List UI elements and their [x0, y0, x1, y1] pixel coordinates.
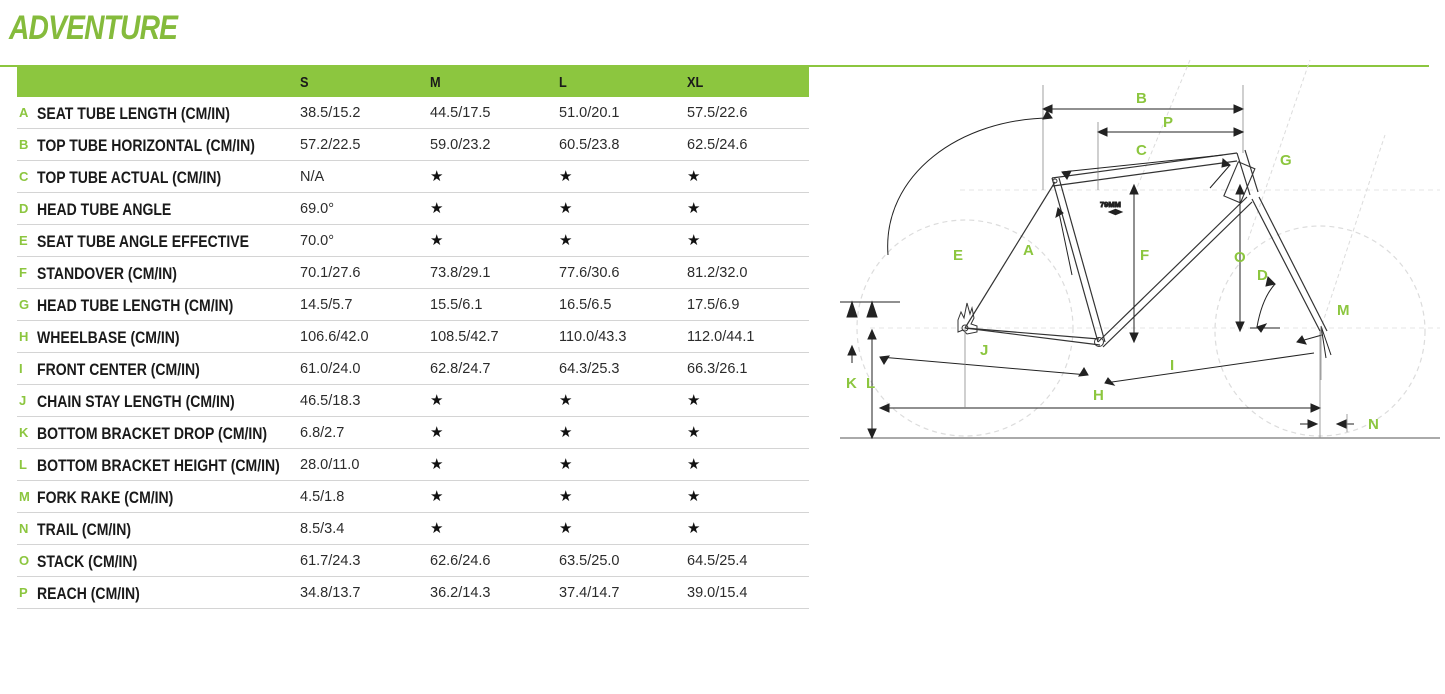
- svg-text:O: O: [1234, 249, 1246, 266]
- svg-text:B: B: [1136, 90, 1147, 107]
- svg-text:K: K: [846, 375, 857, 392]
- svg-text:L: L: [866, 375, 875, 392]
- svg-text:79MM: 79MM: [1100, 200, 1121, 209]
- svg-text:A: A: [1023, 242, 1034, 259]
- svg-text:J: J: [980, 342, 988, 359]
- svg-text:E: E: [953, 247, 963, 264]
- svg-text:N: N: [1368, 416, 1379, 433]
- svg-text:H: H: [1093, 387, 1104, 404]
- svg-text:M: M: [1337, 302, 1350, 319]
- svg-text:P: P: [1163, 114, 1173, 131]
- svg-text:G: G: [1280, 152, 1292, 169]
- svg-text:F: F: [1140, 247, 1149, 264]
- svg-text:I: I: [1170, 357, 1174, 374]
- svg-text:C: C: [1136, 142, 1147, 159]
- svg-text:D: D: [1257, 267, 1268, 284]
